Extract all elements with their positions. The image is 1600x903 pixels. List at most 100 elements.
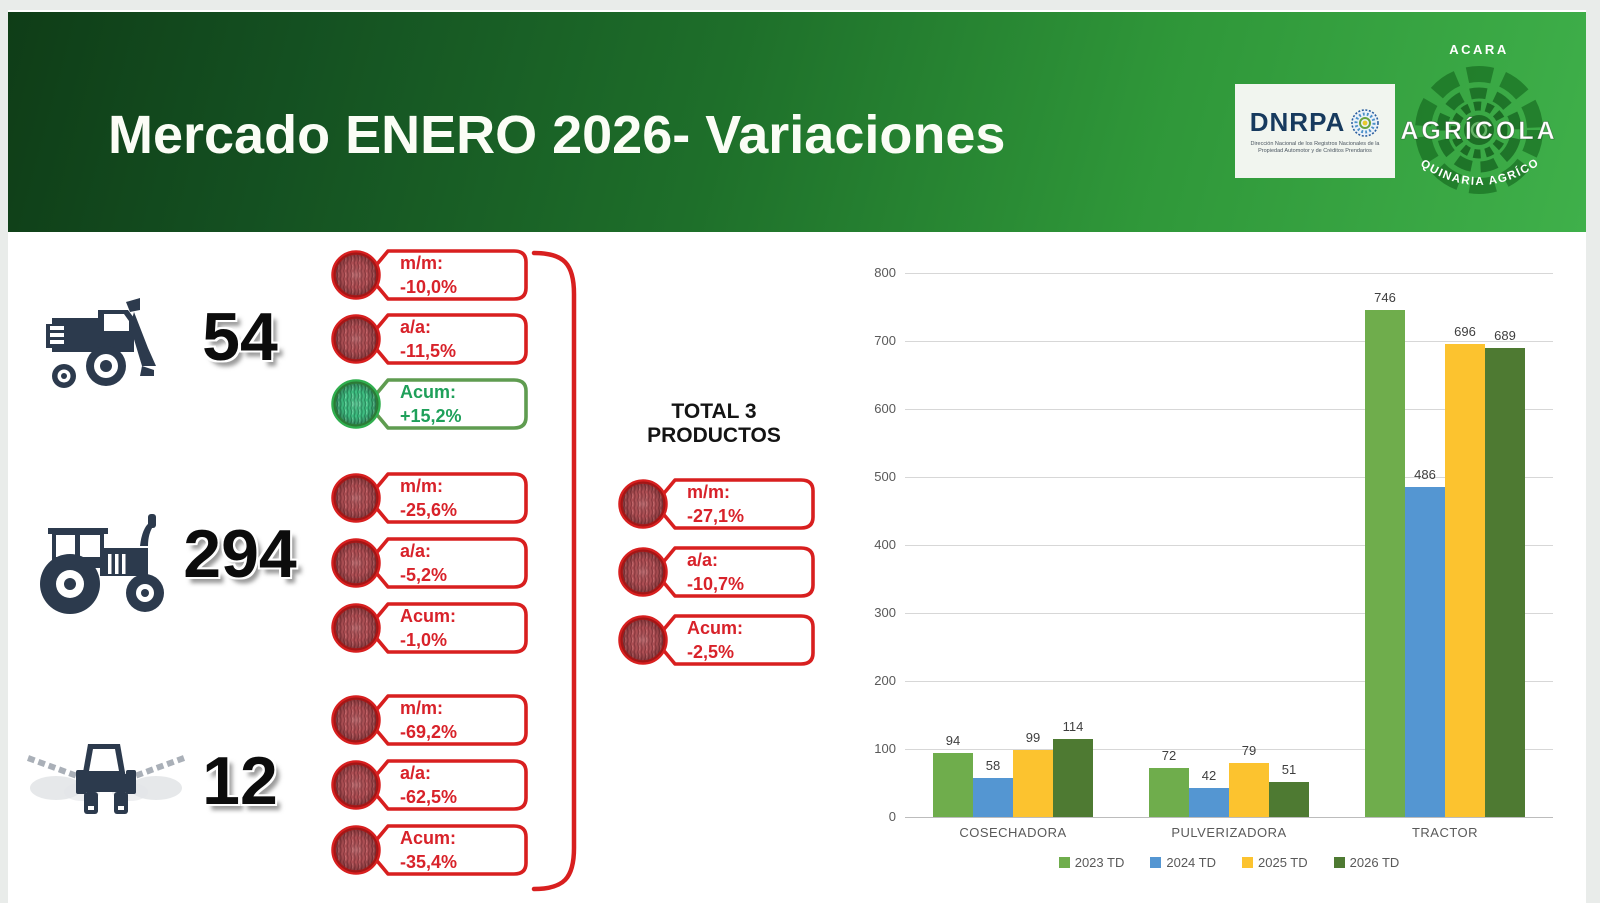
legend-swatch [1058, 857, 1070, 868]
chart-gridline [905, 749, 1553, 750]
category-label-cosechadora: COSECHADORA [959, 825, 1067, 840]
indicator-label: a/a: [400, 541, 432, 561]
indicator-value: -10,7% [687, 574, 745, 594]
indicator-value: -5,2% [400, 565, 448, 585]
indicator-badge-tractor-Acum: Acum: -1,0% [328, 600, 530, 656]
chart-y-tick-label: 0 [888, 809, 896, 824]
chart-gridline [905, 477, 1553, 478]
indicator-badge-pulverizadora-mm: m/m: -69,2% [328, 692, 530, 748]
pulverizadora-total: 12 [202, 743, 278, 819]
dnrpa-subtitle-line1: Dirección Nacional de los Registros Naci… [1250, 141, 1380, 147]
legend-label: 2024 TD [1166, 855, 1216, 870]
badge-tag-shape [618, 478, 815, 530]
chart-gridline [905, 545, 1553, 546]
indicator-value: -1,0% [400, 630, 448, 650]
indicator-value: -35,4% [400, 852, 458, 872]
chart-gridline [905, 681, 1553, 682]
indicator-label: Acum: [400, 828, 457, 848]
acara-agricola-logo: ACARA AGRÍCOLA MAQUINARIA AGRÍCOLA [1396, 38, 1557, 194]
dnrpa-seal-icon [1351, 108, 1380, 137]
bar-value-label: 99 [1025, 729, 1041, 745]
indicator-badge-cosechadora-Acum: Acum: +15,2% [328, 376, 530, 432]
chart-gridline [905, 409, 1553, 410]
badge-tag-shape [331, 313, 528, 365]
bar-value-label: 696 [1454, 323, 1476, 339]
indicator-value: -10,0% [400, 277, 458, 297]
bar-group-pulverizadora: 72 42 79 51 [1121, 273, 1337, 817]
legend-swatch [1333, 857, 1345, 868]
indicator-badge-tractor-mm: m/m: -25,6% [328, 470, 530, 526]
legend-item-2023-TD: 2023 TD [1058, 855, 1125, 870]
indicator-label: Acum: [400, 606, 457, 626]
indicator-badge-tractor-aa: a/a: -5,2% [328, 535, 530, 591]
indicator-badge-pulverizadora-Acum: Acum: -35,4% [328, 822, 530, 878]
legend-item-2026-TD: 2026 TD [1333, 855, 1400, 870]
chart-gridline [905, 613, 1553, 614]
tractor-icon [32, 500, 172, 620]
chart-y-tick-label: 400 [874, 537, 896, 552]
bar-group-cosechadora: 94 58 99 114 [905, 273, 1121, 817]
chart-y-tick-label: 200 [874, 673, 896, 688]
indicator-badge-total-Acum: Acum: -2,5% [615, 612, 817, 668]
chart-gridline [905, 273, 1553, 274]
indicator-value: +15,2% [400, 406, 462, 426]
page-title: Mercado ENERO 2026- Variaciones [108, 105, 1006, 165]
bar-value-label: 94 [945, 733, 961, 749]
chart-y-tick-label: 600 [874, 401, 896, 416]
chart-legend: 2023 TD 2024 TD 2025 TD 2026 TD [905, 855, 1553, 870]
total-title-line1: TOTAL 3 [671, 400, 757, 423]
bar-2025-TD-tractor: 696 [1445, 324, 1485, 817]
bar-chart: 94 58 99 114 72 42 79 51 746 486 696 689 0 100 200 300… [858, 258, 1598, 898]
indicator-value: -25,6% [400, 500, 458, 520]
indicator-value: -27,1% [687, 506, 745, 526]
legend-label: 2023 TD [1074, 855, 1125, 870]
bar-value-label: 689 [1494, 328, 1516, 344]
indicator-label: m/m: [400, 698, 444, 718]
bar-value-label: 42 [1201, 768, 1217, 784]
bar-2024-TD-pulverizadora: 42 [1189, 768, 1229, 817]
bar-value-label: 79 [1241, 743, 1257, 759]
bar-2023-TD-cosechadora: 94 [933, 733, 973, 817]
bar-value-label: 72 [1161, 748, 1177, 764]
dnrpa-logo-text: DNRPA [1249, 107, 1346, 137]
acara-main-text: AGRÍCOLA [1400, 116, 1557, 145]
bar-2023-TD-tractor: 746 [1365, 290, 1405, 817]
indicator-label: Acum: [687, 618, 744, 638]
indicator-badge-cosechadora-aa: a/a: -11,5% [328, 311, 530, 367]
badge-tag-shape [331, 472, 528, 524]
indicator-value: -2,5% [687, 642, 735, 662]
bar-2025-TD-cosechadora: 99 [1013, 730, 1053, 817]
bar-2025-TD-pulverizadora: 79 [1229, 743, 1269, 817]
chart-y-tick-label: 700 [874, 333, 896, 348]
chart-gridline [905, 817, 1553, 818]
indicator-label: m/m: [687, 482, 731, 502]
total-title-line2: PRODUCTOS [647, 424, 781, 447]
badge-tag-shape [331, 537, 528, 589]
legend-label: 2025 TD [1258, 855, 1308, 870]
bar-2024-TD-cosechadora: 58 [973, 758, 1013, 817]
bar-2026-TD-pulverizadora: 51 [1269, 762, 1309, 817]
indicator-badge-total-aa: a/a: -10,7% [615, 544, 817, 600]
bar-value-label: 58 [985, 757, 1001, 773]
bar-value-label: 51 [1281, 762, 1297, 778]
indicator-badge-total-mm: m/m: -27,1% [615, 476, 817, 532]
indicator-value: -62,5% [400, 787, 458, 807]
bar-2023-TD-pulverizadora: 72 [1149, 748, 1189, 817]
indicator-label: a/a: [400, 763, 432, 783]
legend-swatch [1242, 857, 1253, 868]
legend-swatch [1150, 857, 1162, 868]
chart-y-tick-label: 800 [874, 265, 896, 280]
legend-label: 2026 TD [1349, 855, 1400, 870]
chart-y-tick-label: 300 [874, 605, 896, 620]
bar-value-label: 486 [1414, 466, 1436, 482]
indicator-label: Acum: [400, 382, 457, 402]
badge-tag-shape [331, 759, 528, 811]
indicator-label: m/m: [400, 476, 444, 496]
indicator-label: m/m: [400, 253, 444, 273]
header-banner: Mercado ENERO 2026- Variaciones DNRPA Di… [8, 12, 1586, 232]
bar-group-tractor: 746 486 696 689 [1337, 273, 1553, 817]
badge-tag-shape [618, 546, 815, 598]
indicator-badge-pulverizadora-aa: a/a: -62,5% [328, 757, 530, 813]
badge-tag-shape [331, 694, 528, 746]
